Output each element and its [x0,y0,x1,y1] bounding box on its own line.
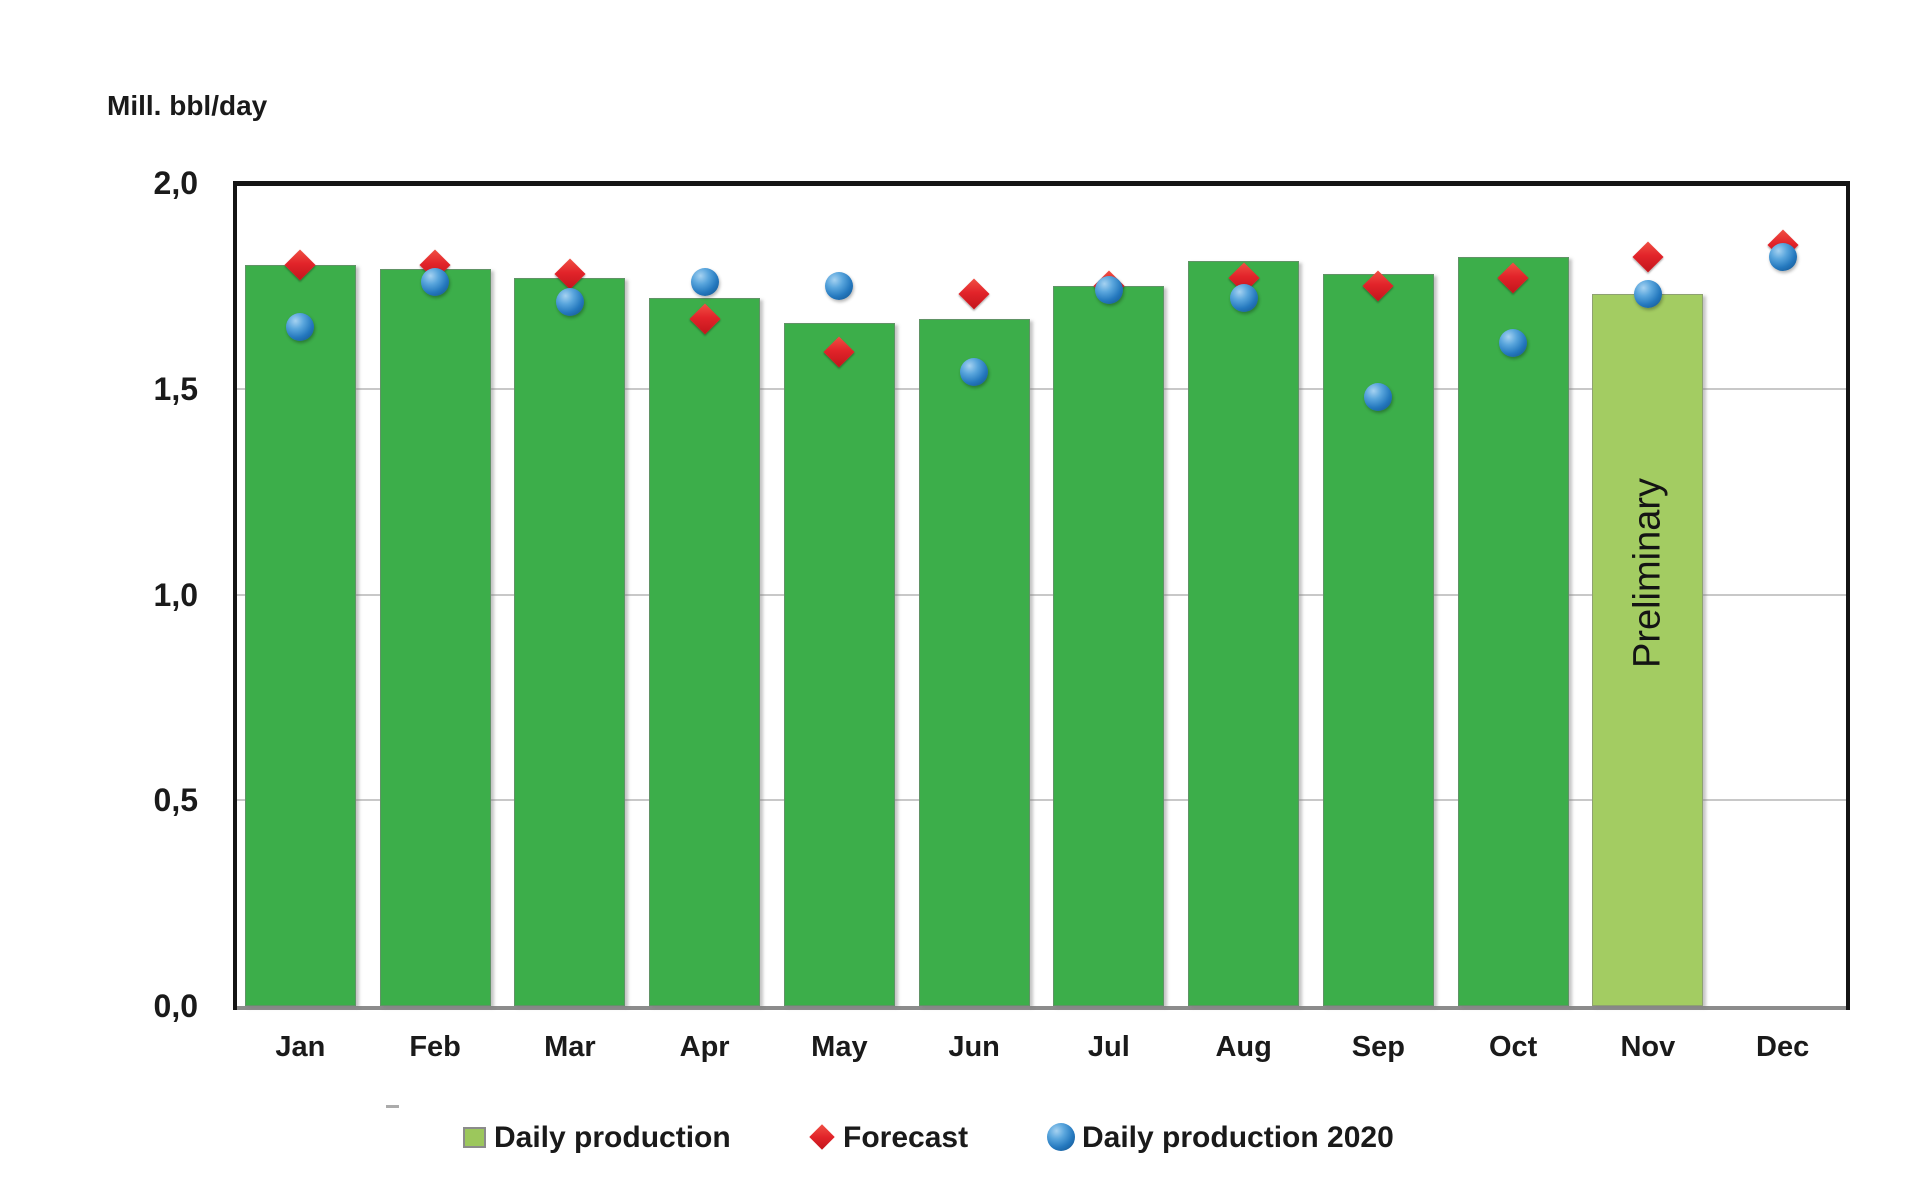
y-tick-label-0-5: 0,5 [153,782,198,819]
plot-area: Preliminary [233,181,1850,1010]
production-2020-marker-may [825,271,854,300]
y-axis-title: Mill. bbl/day [107,90,268,121]
production-2020-marker-apr [690,267,719,296]
x-label-jun: Jun [948,1031,1000,1063]
legend-2020-circle-icon [1047,1123,1075,1151]
x-label-oct: Oct [1488,1031,1538,1063]
production-2020-marker-jun [960,358,989,387]
bar-jan [244,265,356,1006]
x-label-sep: Sep [1351,1031,1405,1063]
legend-label-forecast: Forecast [843,1121,969,1154]
x-label-jul: Jul [1087,1031,1130,1063]
gridline-1 [237,593,1846,596]
preliminary-annotation: Preliminary [1626,477,1669,669]
gridline-1-5 [237,387,1846,390]
forecast-marker-nov [1632,241,1664,273]
plot-frame-left [233,181,237,1010]
y-tick-label-2-0: 2,0 [153,165,198,201]
x-label-feb: Feb [409,1031,461,1063]
x-label-nov: Nov [1620,1031,1676,1063]
plot-frame-right [1846,181,1850,1010]
x-label-jan: Jan [275,1031,326,1063]
legend-label-daily-production: Daily production [494,1121,731,1154]
bar-nov: Preliminary [1592,294,1704,1006]
gridline-0-5 [237,799,1846,802]
legend-label-daily-production-2020: Daily production 2020 [1082,1121,1394,1154]
x-label-mar: Mar [544,1031,596,1063]
bar-may [783,322,895,1006]
plot-frame-top [233,181,1850,186]
legend-forecast-diamond-icon [809,1124,835,1150]
x-label-dec: Dec [1756,1031,1810,1063]
production-2020-marker-jan [286,313,315,342]
bar-apr [649,298,761,1006]
bar-oct [1457,257,1569,1006]
bar-jul [1053,285,1165,1006]
production-2020-marker-sep [1364,382,1393,411]
bar-aug [1188,261,1300,1006]
production-2020-marker-aug [1229,284,1258,313]
stray-dash-artifact [386,1105,399,1108]
production-2020-marker-nov [1633,280,1662,309]
production-2020-marker-oct [1499,329,1528,358]
y-tick-label-0-0: 0,0 [153,988,198,1024]
production-2020-marker-jul [1094,275,1123,304]
forecast-marker-jun [958,278,990,310]
y-tick-label-1-0: 1,0 [153,576,198,613]
y-tick-label-1-5: 1,5 [153,370,198,407]
production-2020-marker-dec [1768,243,1797,272]
x-label-aug: Aug [1215,1031,1272,1063]
x-axis-line [233,1006,1850,1010]
production-2020-marker-mar [555,288,584,317]
production-2020-marker-feb [421,267,450,296]
legend-bar-swatch-icon [463,1127,486,1148]
bar-jun [918,318,1030,1006]
x-label-apr: Apr [679,1031,730,1063]
bar-feb [379,269,491,1006]
bar-mar [514,277,626,1006]
x-label-may: May [811,1031,868,1063]
